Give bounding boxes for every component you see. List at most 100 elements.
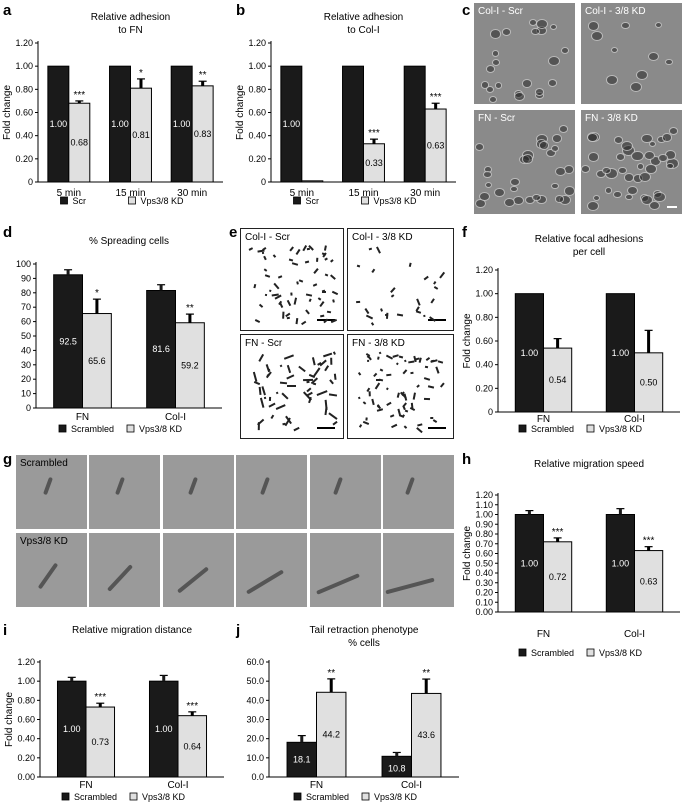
legend-label: Vps3/8 KD: [374, 792, 418, 802]
error-bar-fill: [647, 330, 651, 353]
timelapse-frame-2-4: [236, 533, 308, 607]
legend-swatch: [60, 196, 68, 205]
bar-value-label: 0.64: [183, 741, 201, 751]
focal-adhesion: [416, 427, 423, 433]
cell-blob: [560, 46, 569, 54]
focal-adhesion: [320, 314, 325, 318]
legend-label: Scrambled: [71, 424, 114, 434]
bar: [316, 691, 347, 778]
focal-adhesion: [365, 417, 368, 421]
y-tick-label: 0.60: [248, 108, 266, 118]
cell-blob: [549, 23, 558, 31]
focal-adhesion: [437, 360, 443, 364]
scale-bar: [428, 319, 446, 321]
cell-blob: [510, 178, 520, 187]
error-bar-fill: [201, 81, 205, 86]
cell-blob: [480, 81, 490, 89]
panel-label-i: i: [3, 622, 8, 639]
error-bar-fill: [159, 284, 163, 291]
legend-swatch: [293, 196, 301, 205]
focal-adhesion: [291, 261, 298, 266]
cell-blob: [514, 91, 526, 102]
focal-adhesion: [412, 392, 416, 400]
focal-adhesion: [296, 281, 299, 286]
bar-value-label: 1.00: [612, 558, 630, 568]
focal-adhesion: [403, 425, 408, 429]
focal-adhesion: [378, 351, 382, 355]
cell-blob: [638, 171, 652, 183]
error-bar-fill: [300, 735, 304, 743]
focal-adhesion: [286, 384, 296, 387]
focal-adhesion: [390, 294, 395, 299]
focal-adhesion: [270, 414, 275, 420]
bar-value-label: 1.00: [521, 558, 539, 568]
focal-adhesion: [319, 300, 325, 307]
chart-title: Relative adhesion: [91, 12, 171, 23]
focal-adhesion: [407, 360, 415, 364]
y-tick-label: 0.90: [475, 519, 493, 529]
focal-adhesion: [308, 298, 312, 302]
scale-bar: [428, 427, 446, 429]
focal-adhesion: [416, 422, 423, 427]
x-tick-label: 5 min: [290, 188, 314, 199]
migrating-cell: [385, 577, 435, 595]
error-bar-fill: [95, 299, 99, 314]
y-tick-label: 0.50: [475, 558, 493, 568]
error-bar-fill: [424, 679, 428, 694]
focal-adhesion: [434, 366, 439, 374]
cell-blob: [551, 182, 559, 189]
bar: [177, 715, 208, 778]
y-tick-label: 90: [21, 273, 31, 283]
focal-adhesion: [423, 377, 431, 381]
focal-adhesion: [424, 366, 429, 369]
bar: [53, 274, 83, 409]
focal-adhesion: [389, 287, 396, 293]
focal-adhesion: [272, 282, 279, 290]
cell-blob: [666, 162, 674, 169]
legend-label: Vps3/8 KD: [141, 196, 185, 206]
micrograph-label: FN - Scr: [245, 338, 283, 349]
legend-label: Vps3/8 KD: [374, 196, 418, 206]
legend-label: Scrambled: [531, 424, 574, 434]
cell-blob: [665, 58, 674, 66]
significance-marker: **: [422, 668, 430, 679]
significance-marker: **: [199, 70, 207, 81]
focal-adhesion: [371, 269, 376, 274]
chart-title: Relative focal adhesions: [535, 234, 643, 245]
cell-blob: [581, 165, 591, 174]
y-tick-label: 0: [261, 177, 266, 187]
focal-adhesion: [396, 313, 403, 317]
cell-blob: [653, 191, 666, 203]
legend-label: Vps3/8 KD: [139, 424, 183, 434]
error-bar-fill: [98, 703, 102, 708]
y-tick-label: 0.80: [15, 84, 33, 94]
focal-adhesion: [373, 372, 378, 378]
focal-adhesion: [275, 404, 286, 411]
focal-adhesion: [419, 357, 423, 363]
cell-blob: [630, 150, 644, 162]
cell-blob: [658, 153, 668, 162]
bar: [286, 741, 317, 778]
micrograph-label: FN - 3/8 KD: [352, 338, 405, 349]
cell-blob: [620, 21, 630, 30]
focal-adhesion: [258, 304, 264, 309]
y-axis-label: Fold change: [4, 692, 15, 747]
focal-adhesion: [313, 267, 320, 274]
y-tick-label: 40.0: [246, 695, 264, 705]
cell-blob: [538, 141, 550, 151]
migrating-cell: [176, 566, 209, 594]
timelapse-frame-1-5: [309, 455, 381, 529]
focal-adhesion: [433, 419, 438, 423]
cell-blob: [531, 193, 541, 202]
focal-adhesion: [356, 301, 361, 304]
focal-adhesion: [427, 384, 435, 389]
bar-value-label: 65.6: [88, 356, 106, 366]
cell-blob: [587, 21, 600, 31]
bar-value-label: 0.63: [640, 576, 658, 586]
cell-blob: [483, 170, 492, 178]
migrating-cell: [405, 476, 415, 496]
y-tick-label: 0.30: [475, 578, 493, 588]
focal-adhesion: [258, 353, 265, 363]
focal-adhesion: [279, 364, 283, 368]
